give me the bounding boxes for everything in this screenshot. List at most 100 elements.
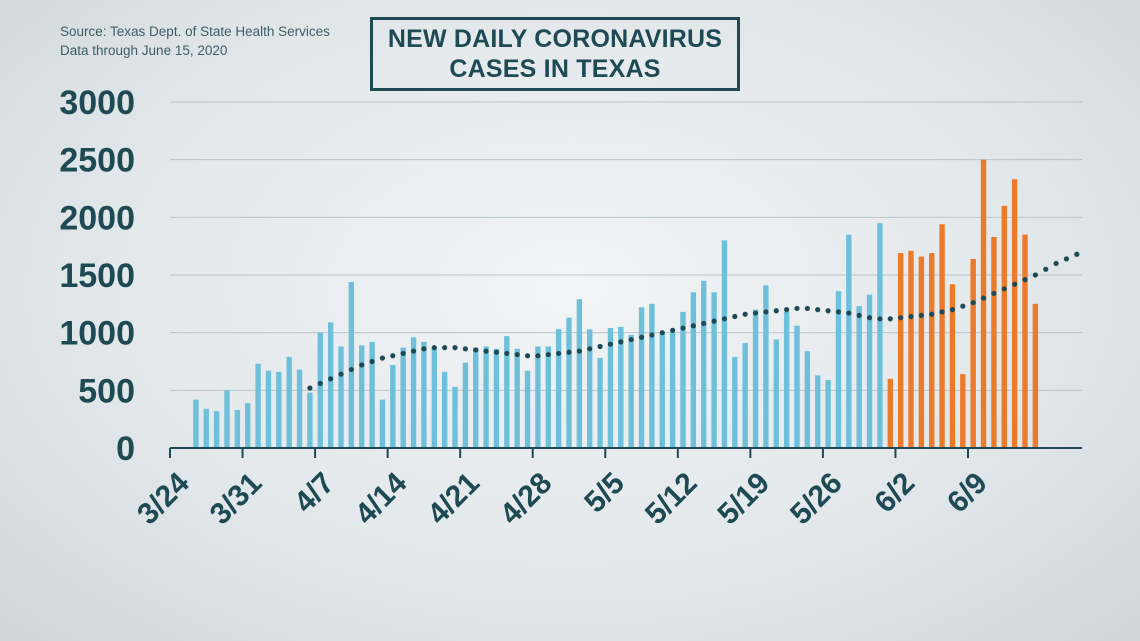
bar [742, 343, 748, 448]
trend-point [452, 345, 458, 351]
trend-point [400, 350, 406, 357]
chart-title-box: NEW DAILY CORONAVIRUS CASES IN TEXAS [370, 17, 740, 91]
bar [897, 253, 904, 448]
y-tick-label: 0 [116, 430, 135, 468]
trend-point [597, 343, 603, 350]
bar [296, 369, 303, 448]
x-tick-label: 4/14 [349, 466, 414, 531]
trend-point [804, 305, 810, 312]
bar [255, 363, 261, 448]
trend-point [390, 353, 396, 359]
x-tick-label: 6/9 [941, 466, 994, 519]
trend-point [856, 312, 862, 318]
trend-point [369, 358, 375, 365]
bar [213, 411, 220, 448]
trend-point [960, 303, 966, 309]
bar [307, 392, 313, 448]
x-tick-label: 6/2 [868, 466, 921, 519]
x-tick-label: 5/12 [639, 466, 704, 531]
bar [421, 341, 427, 448]
trend-point [825, 308, 831, 314]
bar [804, 351, 811, 448]
bar [452, 386, 458, 448]
trend-point [773, 308, 779, 314]
trend-point [587, 346, 593, 352]
trend-point [866, 315, 873, 321]
bar [1022, 234, 1028, 448]
trend-point [680, 325, 686, 331]
trend-point [908, 313, 914, 320]
bar [338, 346, 344, 448]
bar [224, 390, 230, 448]
bars [193, 159, 1039, 449]
trend-point [898, 315, 904, 321]
bar [618, 326, 624, 448]
y-tick-label: 3000 [59, 84, 135, 122]
trend-point [763, 309, 769, 315]
trend-point [493, 349, 500, 355]
y-tick-label: 500 [78, 372, 135, 410]
trend-point [794, 305, 800, 312]
trend-point [659, 330, 665, 336]
bar [234, 409, 241, 448]
trend-point [462, 346, 468, 352]
bar [390, 364, 396, 448]
bar [576, 299, 583, 448]
source-line: Source: Texas Dept. of State Health Serv… [60, 24, 330, 39]
trend-point [815, 307, 821, 313]
bar [504, 336, 510, 448]
trend-point [1043, 266, 1049, 272]
trend-point [628, 336, 634, 343]
trend-point [970, 300, 976, 306]
trend-point [1001, 286, 1007, 292]
trend-point [1032, 272, 1038, 278]
bar [711, 292, 717, 448]
trend-point [690, 323, 696, 329]
trend-point [701, 320, 707, 327]
bar [835, 291, 842, 448]
trend-point [514, 351, 520, 358]
trend-point [1074, 251, 1080, 257]
trend-point [949, 307, 956, 313]
bar [877, 223, 883, 448]
bar [763, 285, 769, 448]
trend-point [328, 376, 334, 382]
bar [193, 399, 199, 448]
bar [690, 292, 697, 448]
trend-point [877, 316, 883, 322]
bar [524, 370, 531, 448]
bar [908, 250, 914, 448]
trend-point [483, 348, 489, 354]
bar [400, 347, 406, 448]
bar [773, 339, 779, 448]
bar [431, 347, 437, 448]
trend-point [638, 334, 645, 340]
trend-point [421, 346, 427, 352]
y-axis-ticks: 0 500 1000 1500 2000 2500 3000 [59, 84, 135, 468]
bar [555, 329, 562, 448]
bar [587, 329, 593, 448]
bar [369, 341, 375, 448]
bar [276, 371, 282, 448]
trend-point [359, 362, 365, 368]
trend-point [835, 309, 842, 315]
trend-point [379, 355, 386, 361]
bar [493, 348, 500, 448]
bar [348, 281, 355, 448]
bar [887, 378, 893, 448]
bar [1001, 205, 1007, 448]
trend-point [556, 350, 562, 357]
bar [680, 311, 686, 448]
bar [514, 348, 520, 448]
trend-point [929, 311, 935, 317]
bar [794, 325, 800, 448]
bar [410, 337, 417, 448]
bar [991, 236, 997, 448]
bar [669, 332, 676, 448]
bar [607, 328, 614, 448]
bar [1011, 179, 1018, 449]
trend-point [670, 327, 676, 333]
bar [939, 224, 945, 448]
bar [1032, 303, 1039, 448]
